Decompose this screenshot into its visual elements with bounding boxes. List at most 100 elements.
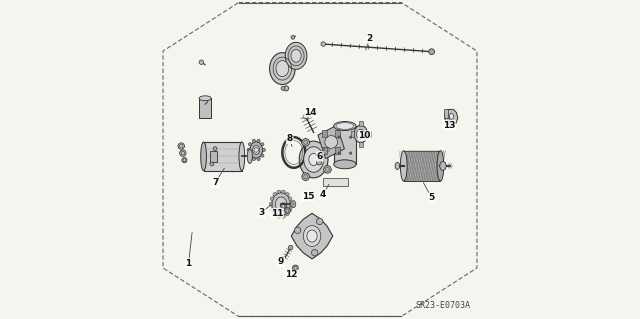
Ellipse shape (284, 86, 289, 91)
Circle shape (302, 173, 310, 181)
Polygon shape (445, 109, 458, 125)
Ellipse shape (201, 142, 207, 171)
Circle shape (247, 148, 250, 152)
Text: 2: 2 (367, 34, 373, 43)
Bar (359, 121, 363, 126)
Ellipse shape (289, 197, 292, 200)
Ellipse shape (289, 208, 292, 211)
Ellipse shape (285, 212, 289, 216)
Ellipse shape (270, 197, 273, 200)
Ellipse shape (304, 147, 323, 172)
Circle shape (349, 136, 352, 138)
Circle shape (317, 160, 321, 165)
Ellipse shape (277, 190, 281, 193)
Circle shape (280, 203, 286, 209)
Ellipse shape (395, 162, 399, 169)
Circle shape (312, 249, 318, 256)
Circle shape (429, 49, 435, 55)
Text: 14: 14 (304, 108, 317, 117)
Circle shape (248, 143, 252, 146)
Bar (333, 126, 356, 164)
Ellipse shape (290, 202, 293, 206)
Ellipse shape (247, 149, 252, 164)
Circle shape (213, 147, 217, 151)
Text: 11: 11 (271, 209, 283, 218)
Ellipse shape (336, 122, 354, 130)
Ellipse shape (291, 201, 296, 208)
Circle shape (180, 150, 186, 156)
Ellipse shape (239, 142, 244, 171)
Text: 6: 6 (317, 152, 323, 161)
Text: 7: 7 (212, 178, 218, 187)
Circle shape (257, 139, 260, 142)
Bar (323, 178, 348, 186)
Polygon shape (318, 125, 344, 159)
Bar (322, 130, 327, 137)
Text: 10: 10 (358, 131, 371, 140)
Text: 1: 1 (186, 259, 192, 268)
Circle shape (292, 265, 298, 271)
Circle shape (324, 166, 332, 173)
Circle shape (338, 136, 340, 138)
Ellipse shape (333, 122, 356, 130)
Circle shape (356, 130, 365, 138)
Ellipse shape (285, 42, 307, 70)
Bar (322, 147, 327, 154)
Circle shape (248, 154, 252, 157)
Bar (444, 109, 447, 118)
Bar (404, 151, 440, 181)
Ellipse shape (440, 161, 446, 170)
Ellipse shape (449, 114, 454, 119)
Bar (335, 130, 340, 137)
Circle shape (257, 158, 260, 161)
Ellipse shape (270, 208, 273, 211)
Bar (204, 142, 242, 171)
Text: SR23-E0703A: SR23-E0703A (415, 301, 470, 310)
Circle shape (260, 154, 264, 157)
Ellipse shape (309, 153, 319, 166)
Circle shape (349, 152, 352, 154)
Bar (367, 131, 371, 137)
Text: 13: 13 (443, 121, 455, 130)
Ellipse shape (277, 215, 281, 218)
Circle shape (199, 60, 204, 64)
Polygon shape (291, 213, 333, 259)
Bar (335, 147, 340, 154)
Ellipse shape (250, 142, 262, 158)
Circle shape (260, 143, 264, 146)
Ellipse shape (199, 96, 211, 101)
Ellipse shape (401, 151, 407, 181)
Circle shape (285, 208, 291, 213)
Circle shape (294, 227, 301, 234)
Ellipse shape (333, 160, 356, 169)
Circle shape (338, 152, 340, 154)
Circle shape (262, 148, 266, 152)
Circle shape (254, 148, 259, 152)
Ellipse shape (269, 202, 273, 206)
Circle shape (178, 143, 184, 149)
Ellipse shape (354, 125, 367, 143)
Circle shape (317, 218, 323, 225)
Ellipse shape (303, 226, 321, 247)
Ellipse shape (282, 190, 285, 193)
Text: 3: 3 (259, 208, 265, 217)
Text: 4: 4 (320, 190, 326, 199)
Circle shape (252, 158, 255, 161)
Ellipse shape (275, 197, 287, 211)
Bar (359, 142, 363, 147)
Circle shape (291, 35, 295, 39)
Ellipse shape (285, 192, 289, 196)
Ellipse shape (291, 49, 301, 62)
Ellipse shape (437, 151, 444, 181)
Bar (210, 151, 217, 162)
Circle shape (182, 158, 187, 163)
Ellipse shape (282, 215, 285, 218)
Circle shape (321, 42, 325, 46)
Ellipse shape (273, 192, 276, 196)
Circle shape (281, 86, 285, 90)
Ellipse shape (307, 230, 317, 242)
Bar (199, 98, 211, 118)
Text: 12: 12 (285, 271, 298, 279)
Circle shape (324, 136, 337, 148)
Circle shape (210, 162, 214, 166)
